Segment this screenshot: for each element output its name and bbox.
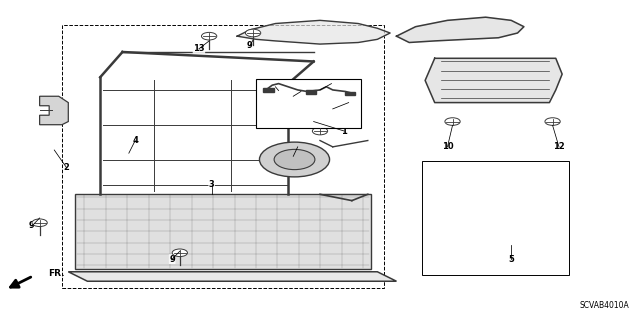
Text: 9: 9 (247, 41, 253, 50)
Bar (346, 92, 355, 95)
Text: 2: 2 (63, 163, 69, 172)
Text: 1: 1 (341, 127, 347, 136)
Text: 14: 14 (287, 92, 299, 101)
Circle shape (202, 33, 217, 40)
Circle shape (274, 149, 315, 170)
Circle shape (312, 127, 328, 135)
Bar (422, 161, 568, 275)
Text: 7: 7 (328, 79, 334, 88)
Bar (62, 25, 384, 287)
Text: 13: 13 (193, 44, 205, 53)
Polygon shape (68, 272, 396, 281)
Text: 5: 5 (508, 255, 514, 263)
Bar (306, 90, 316, 94)
Text: 10: 10 (442, 142, 453, 151)
Polygon shape (396, 17, 524, 42)
Circle shape (172, 249, 188, 256)
Text: 12: 12 (553, 142, 565, 151)
Circle shape (32, 219, 47, 226)
Polygon shape (40, 96, 68, 125)
Text: 11: 11 (269, 82, 281, 91)
Circle shape (259, 142, 330, 177)
Text: 3: 3 (209, 180, 214, 189)
Bar (262, 88, 274, 92)
Polygon shape (75, 194, 371, 269)
Circle shape (445, 118, 460, 125)
Bar (256, 79, 362, 128)
Polygon shape (237, 20, 390, 44)
Circle shape (246, 29, 260, 37)
Text: 8: 8 (291, 152, 296, 161)
Text: 6: 6 (346, 98, 351, 107)
Text: 9: 9 (29, 221, 35, 230)
Text: SCVAB4010A: SCVAB4010A (579, 301, 629, 310)
Text: 9: 9 (170, 255, 175, 263)
Text: 4: 4 (132, 136, 138, 145)
Text: FR.: FR. (48, 269, 65, 278)
Polygon shape (425, 58, 562, 103)
Circle shape (545, 118, 560, 125)
